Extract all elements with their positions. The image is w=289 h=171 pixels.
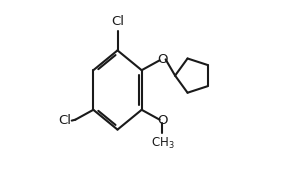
- Text: CH$_3$: CH$_3$: [151, 136, 174, 151]
- Text: Cl: Cl: [111, 15, 124, 28]
- Text: O: O: [157, 114, 168, 127]
- Text: O: O: [157, 53, 168, 66]
- Text: Cl: Cl: [59, 114, 72, 127]
